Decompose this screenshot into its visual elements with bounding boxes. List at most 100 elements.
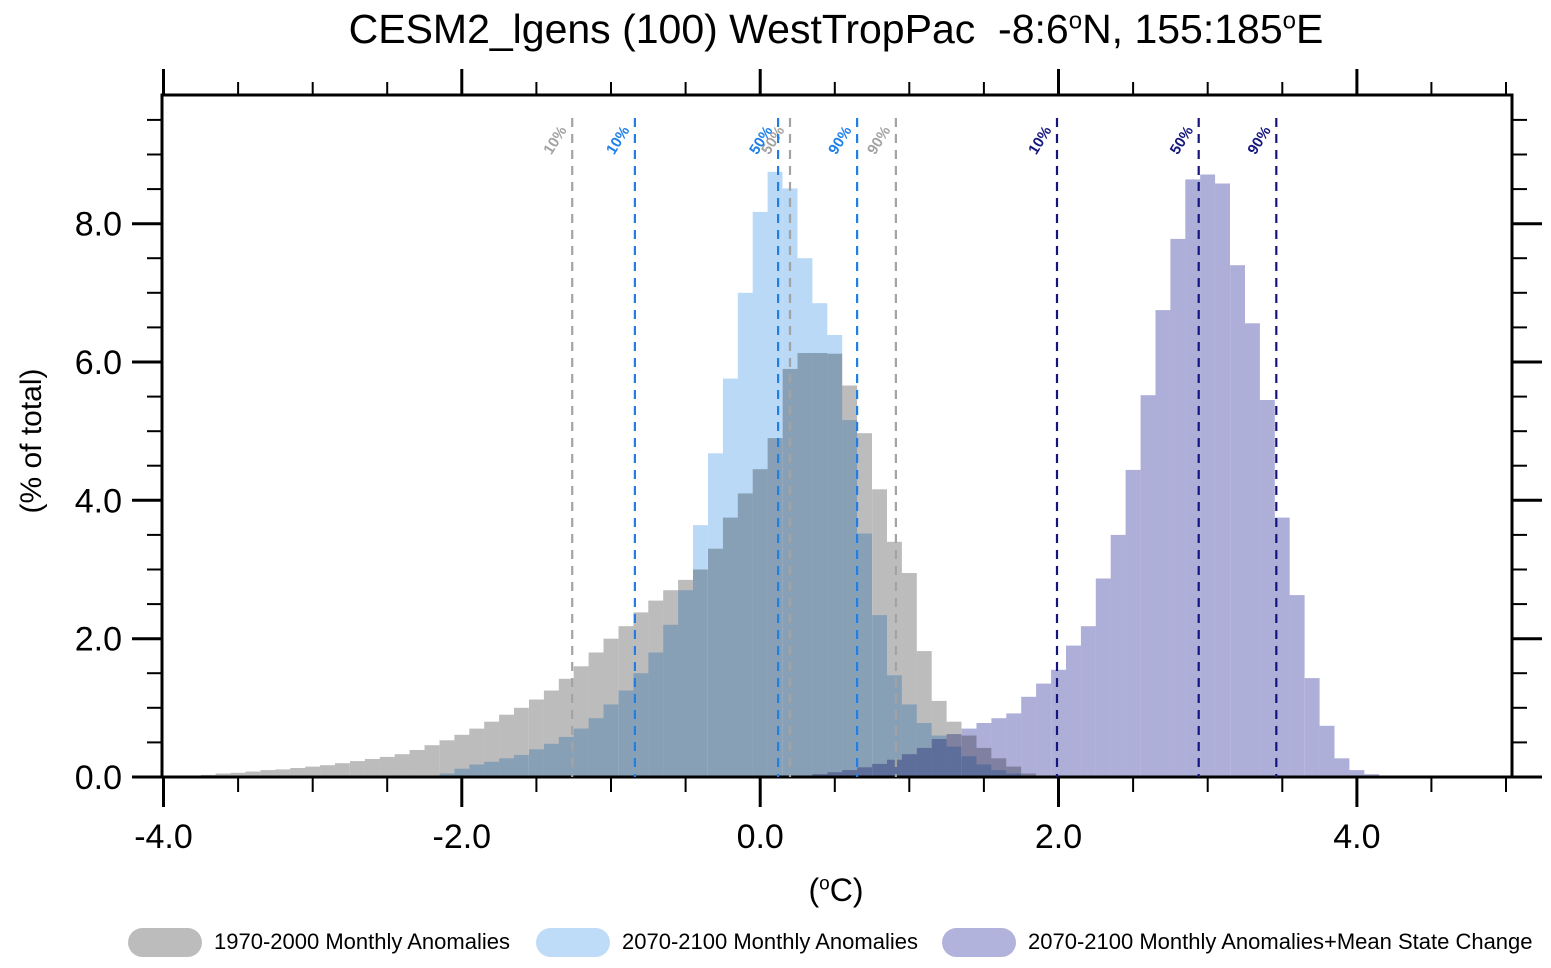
histogram-bar: [1095, 578, 1111, 777]
histogram-bar: [439, 740, 455, 777]
y-axis-title: (% of total): [15, 368, 48, 514]
histogram-bar: [961, 728, 977, 777]
histogram-bar: [737, 292, 753, 777]
histogram-bar: [946, 734, 962, 777]
legend-swatch-gray: [128, 927, 202, 957]
histogram-bar: [648, 652, 664, 777]
percentile-label: 90%: [864, 123, 894, 157]
title-text: N, 155:185: [1082, 6, 1283, 52]
histogram-bar: [1304, 678, 1320, 777]
histogram-bar: [827, 772, 843, 777]
histogram-bar: [409, 750, 425, 777]
histogram-bar: [394, 754, 410, 777]
histogram-bar: [245, 771, 261, 777]
histogram-bar: [320, 765, 335, 777]
y-tick-label: 0.0: [75, 759, 122, 797]
x-axis-title-text: C): [829, 872, 864, 908]
histogram-bar: [1110, 534, 1126, 777]
histogram-bar: [588, 718, 604, 777]
histogram-bar: [573, 728, 589, 777]
histogram-bar: [1051, 669, 1066, 777]
histogram-bar: [305, 766, 321, 777]
y-tick-label: 6.0: [75, 344, 122, 382]
x-tick-label: 0.0: [737, 818, 784, 856]
histogram-bar: [543, 743, 559, 777]
histogram-bar: [857, 767, 872, 777]
histogram-bar: [1140, 395, 1156, 777]
legend-swatch-blue: [536, 927, 610, 957]
histogram-bar: [1006, 713, 1022, 777]
histogram-bar: [708, 453, 723, 777]
x-tick-label: 2.0: [1035, 818, 1082, 856]
legend-item-historical: 1970-2000 Monthly Anomalies: [128, 922, 510, 962]
percentile-label: 50%: [1167, 123, 1197, 157]
legend-label: 2070-2100 Monthly Anomalies: [622, 929, 918, 954]
histogram-bar: [618, 690, 634, 777]
histogram-bar: [350, 761, 365, 777]
histogram-bar: [827, 335, 843, 777]
histogram-bar: [424, 745, 440, 777]
histogram-bar: [603, 704, 619, 777]
x-tick-label: -2.0: [433, 818, 492, 856]
histogram-bar: [1319, 725, 1335, 777]
histogram-bar: [469, 764, 485, 777]
histogram-bar: [1066, 645, 1081, 777]
histogram-bar: [1274, 517, 1290, 777]
legend-item-future-shifted: 2070-2100 Monthly Anomalies+Mean State C…: [942, 922, 1533, 962]
histogram-bar: [872, 763, 887, 777]
percentile-label: 10%: [603, 123, 633, 157]
title-text: CESM2_lgens (100) WestTropPac -8:6: [348, 6, 1069, 52]
degree-superscript: o: [1282, 7, 1297, 35]
series-hist-2070-2100: [439, 171, 1037, 778]
x-tick-label: 4.0: [1333, 818, 1380, 856]
histogram-bar: [663, 624, 679, 777]
legend-label: 2070-2100 Monthly Anomalies+Mean State C…: [1028, 929, 1533, 954]
histogram-bar: [931, 739, 947, 777]
plot-frame: [160, 93, 1514, 779]
y-tick-label: 8.0: [75, 206, 122, 244]
legend-label: 1970-2000 Monthly Anomalies: [214, 929, 510, 954]
histogram-bar: [230, 772, 246, 777]
histogram-bar: [290, 768, 306, 777]
histogram-bar: [1349, 770, 1365, 777]
histogram-bar: [693, 525, 708, 777]
histogram-bar: [976, 723, 992, 777]
percentile-label: 90%: [825, 123, 855, 157]
histogram-bar: [1185, 179, 1201, 777]
histogram-bar: [364, 759, 380, 777]
y-tick-label: 2.0: [75, 621, 122, 659]
histogram-bar: [1021, 696, 1037, 777]
histogram-bar: [1170, 238, 1186, 777]
histogram-bar: [797, 258, 813, 777]
histogram-bar: [1215, 183, 1230, 777]
histogram-bar: [722, 378, 738, 777]
histogram-bar: [1125, 469, 1141, 777]
histogram-bar: [215, 773, 231, 777]
histogram-bar: [857, 533, 872, 777]
histogram-bar: [767, 171, 783, 778]
percentile-label: 10%: [540, 123, 570, 157]
histogram-bar: [1334, 758, 1350, 777]
chart-title: CESM2_lgens (100) WestTropPac -8:6 oN, 15…: [160, 6, 1512, 53]
percentile-label: 90%: [1244, 123, 1274, 157]
histogram-bar: [529, 749, 544, 777]
histogram-bar: [1080, 626, 1096, 777]
histogram-bar: [1200, 174, 1216, 777]
histogram-bar: [887, 675, 902, 777]
histogram-bar: [901, 754, 917, 777]
histogram-bar: [514, 754, 529, 777]
legend-swatch-purple: [942, 927, 1016, 957]
x-tick-label: -4.0: [134, 818, 193, 856]
histogram-bar: [678, 590, 693, 777]
histogram-bar: [812, 303, 828, 777]
x-axis-title-text: (: [808, 872, 820, 908]
histogram-bar: [499, 758, 514, 777]
histogram-bar: [916, 747, 932, 777]
histogram-bar: [633, 673, 649, 777]
histogram-bar: [872, 615, 887, 777]
histogram-bar: [558, 736, 574, 777]
y-tick-label: 4.0: [75, 482, 122, 520]
histogram-bar: [1036, 683, 1051, 777]
